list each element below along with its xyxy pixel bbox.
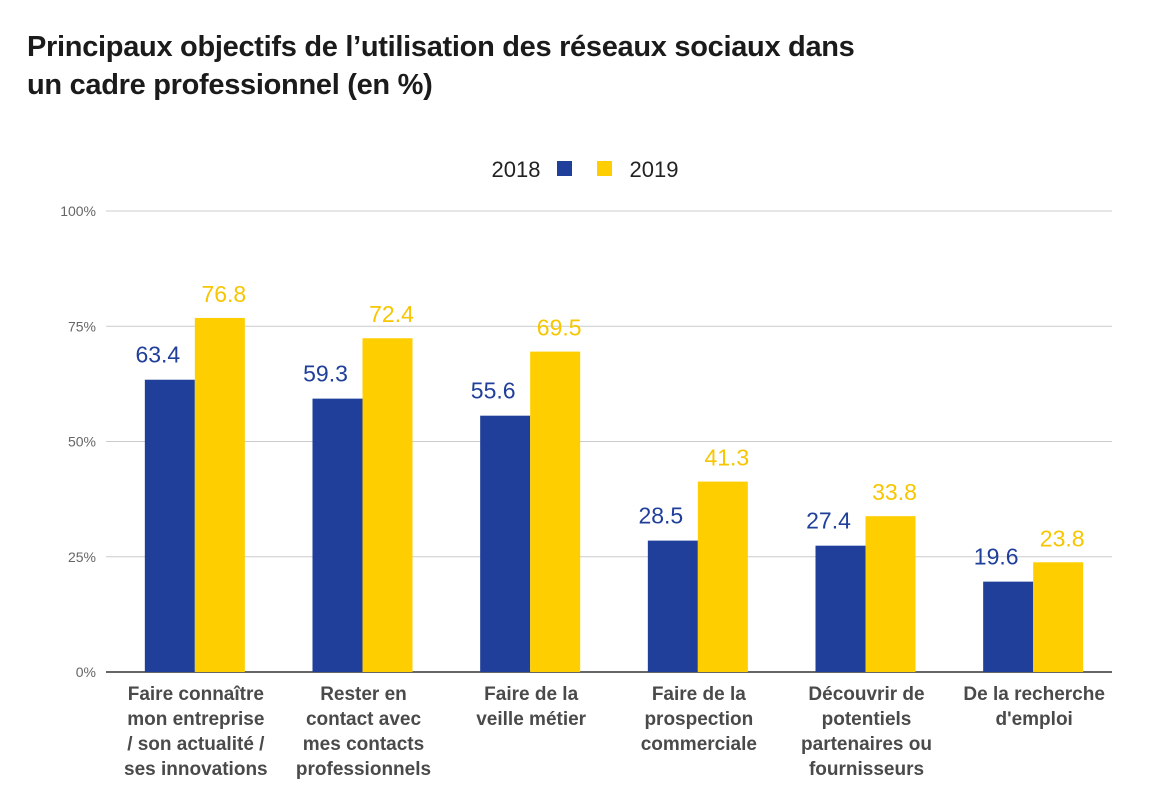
x-tick-label-line: prospection	[644, 709, 754, 730]
data-label-2019: 76.8	[201, 281, 246, 307]
data-label-2019: 23.8	[1040, 525, 1085, 551]
x-tick-label-line: veille métier	[476, 709, 587, 730]
x-tick-label-line: d'emploi	[995, 709, 1073, 730]
x-tick-label-line: Faire connaître	[127, 684, 264, 705]
x-tick-label-line: commerciale	[640, 734, 757, 755]
bar-2019	[362, 338, 413, 672]
bar-2019	[194, 317, 245, 672]
x-tick-label-line: ses innovations	[124, 759, 268, 780]
y-tick-label: 0%	[76, 664, 96, 680]
x-tick-label: Faire de la veille métier	[451, 682, 611, 732]
x-tick-label-line: contact avec	[305, 709, 422, 730]
x-tick-label-line: De la recherche	[963, 684, 1105, 705]
legend-swatch-2019	[597, 161, 612, 176]
data-label-2019: 69.5	[537, 315, 582, 341]
chart-title-line-1: Principaux objectifs de l’utilisation de…	[27, 31, 855, 63]
bar-2018	[983, 581, 1034, 672]
x-tick-label-line: / son actualité /	[127, 734, 265, 755]
x-tick-label-line: fournisseurs	[808, 759, 925, 780]
x-tick-label: De la recherche d'emploi	[954, 682, 1114, 732]
bar-2019	[697, 481, 748, 672]
y-tick-label: 75%	[68, 318, 96, 334]
legend-swatch-2018	[557, 161, 572, 176]
chart-title-line-2: un cadre professionnel (en %)	[27, 69, 433, 101]
data-label-2019: 72.4	[369, 301, 414, 327]
bar-2018	[480, 415, 531, 672]
bar-2019	[1033, 562, 1084, 672]
y-tick-label: 100%	[60, 203, 96, 219]
data-label-2018: 63.4	[135, 342, 180, 368]
x-tick-label-line: mes contacts	[302, 734, 425, 755]
bar-2018	[815, 545, 866, 672]
x-tick-label-line: Faire de la	[484, 684, 579, 705]
data-label-2018: 27.4	[806, 508, 851, 534]
bar-2019	[530, 351, 581, 672]
data-label-2018: 19.6	[974, 544, 1019, 570]
x-tick-label-line: professionnels	[295, 759, 432, 780]
data-label-2018: 55.6	[471, 378, 516, 404]
x-tick-label: Faire connaître mon entreprise / son actua…	[116, 682, 276, 782]
x-tick-label-line: mon entreprise	[127, 709, 265, 730]
x-tick-label-line: Faire de la	[651, 684, 746, 705]
legend-label-2018: 2018	[492, 157, 541, 182]
x-tick-label: Rester en contact avec mes contacts profess…	[284, 682, 444, 782]
data-label-2019: 33.8	[872, 479, 917, 505]
bar-2019	[865, 516, 916, 672]
data-label-2019: 41.3	[704, 445, 749, 471]
x-tick-label-line: Découvrir de	[808, 684, 925, 705]
bar-2018	[647, 540, 698, 672]
y-tick-label: 50%	[68, 434, 96, 450]
x-tick-label-line: potentiels	[821, 709, 912, 730]
data-label-2018: 59.3	[303, 361, 348, 387]
y-tick-label: 25%	[68, 549, 96, 565]
bar-2018	[312, 398, 363, 672]
chart-title: Principaux objectifs de l’utilisation de…	[27, 28, 907, 104]
x-tick-label: Faire de la prospection commerciale	[619, 682, 779, 757]
x-tick-label: Découvrir de potentiels partenaires ou four…	[787, 682, 947, 782]
x-tick-label-line: Rester en	[320, 684, 407, 705]
data-label-2018: 28.5	[638, 503, 683, 529]
legend-label-2019: 2019	[630, 157, 679, 182]
x-tick-label-line: partenaires ou	[801, 734, 932, 755]
bar-2018	[144, 379, 195, 672]
